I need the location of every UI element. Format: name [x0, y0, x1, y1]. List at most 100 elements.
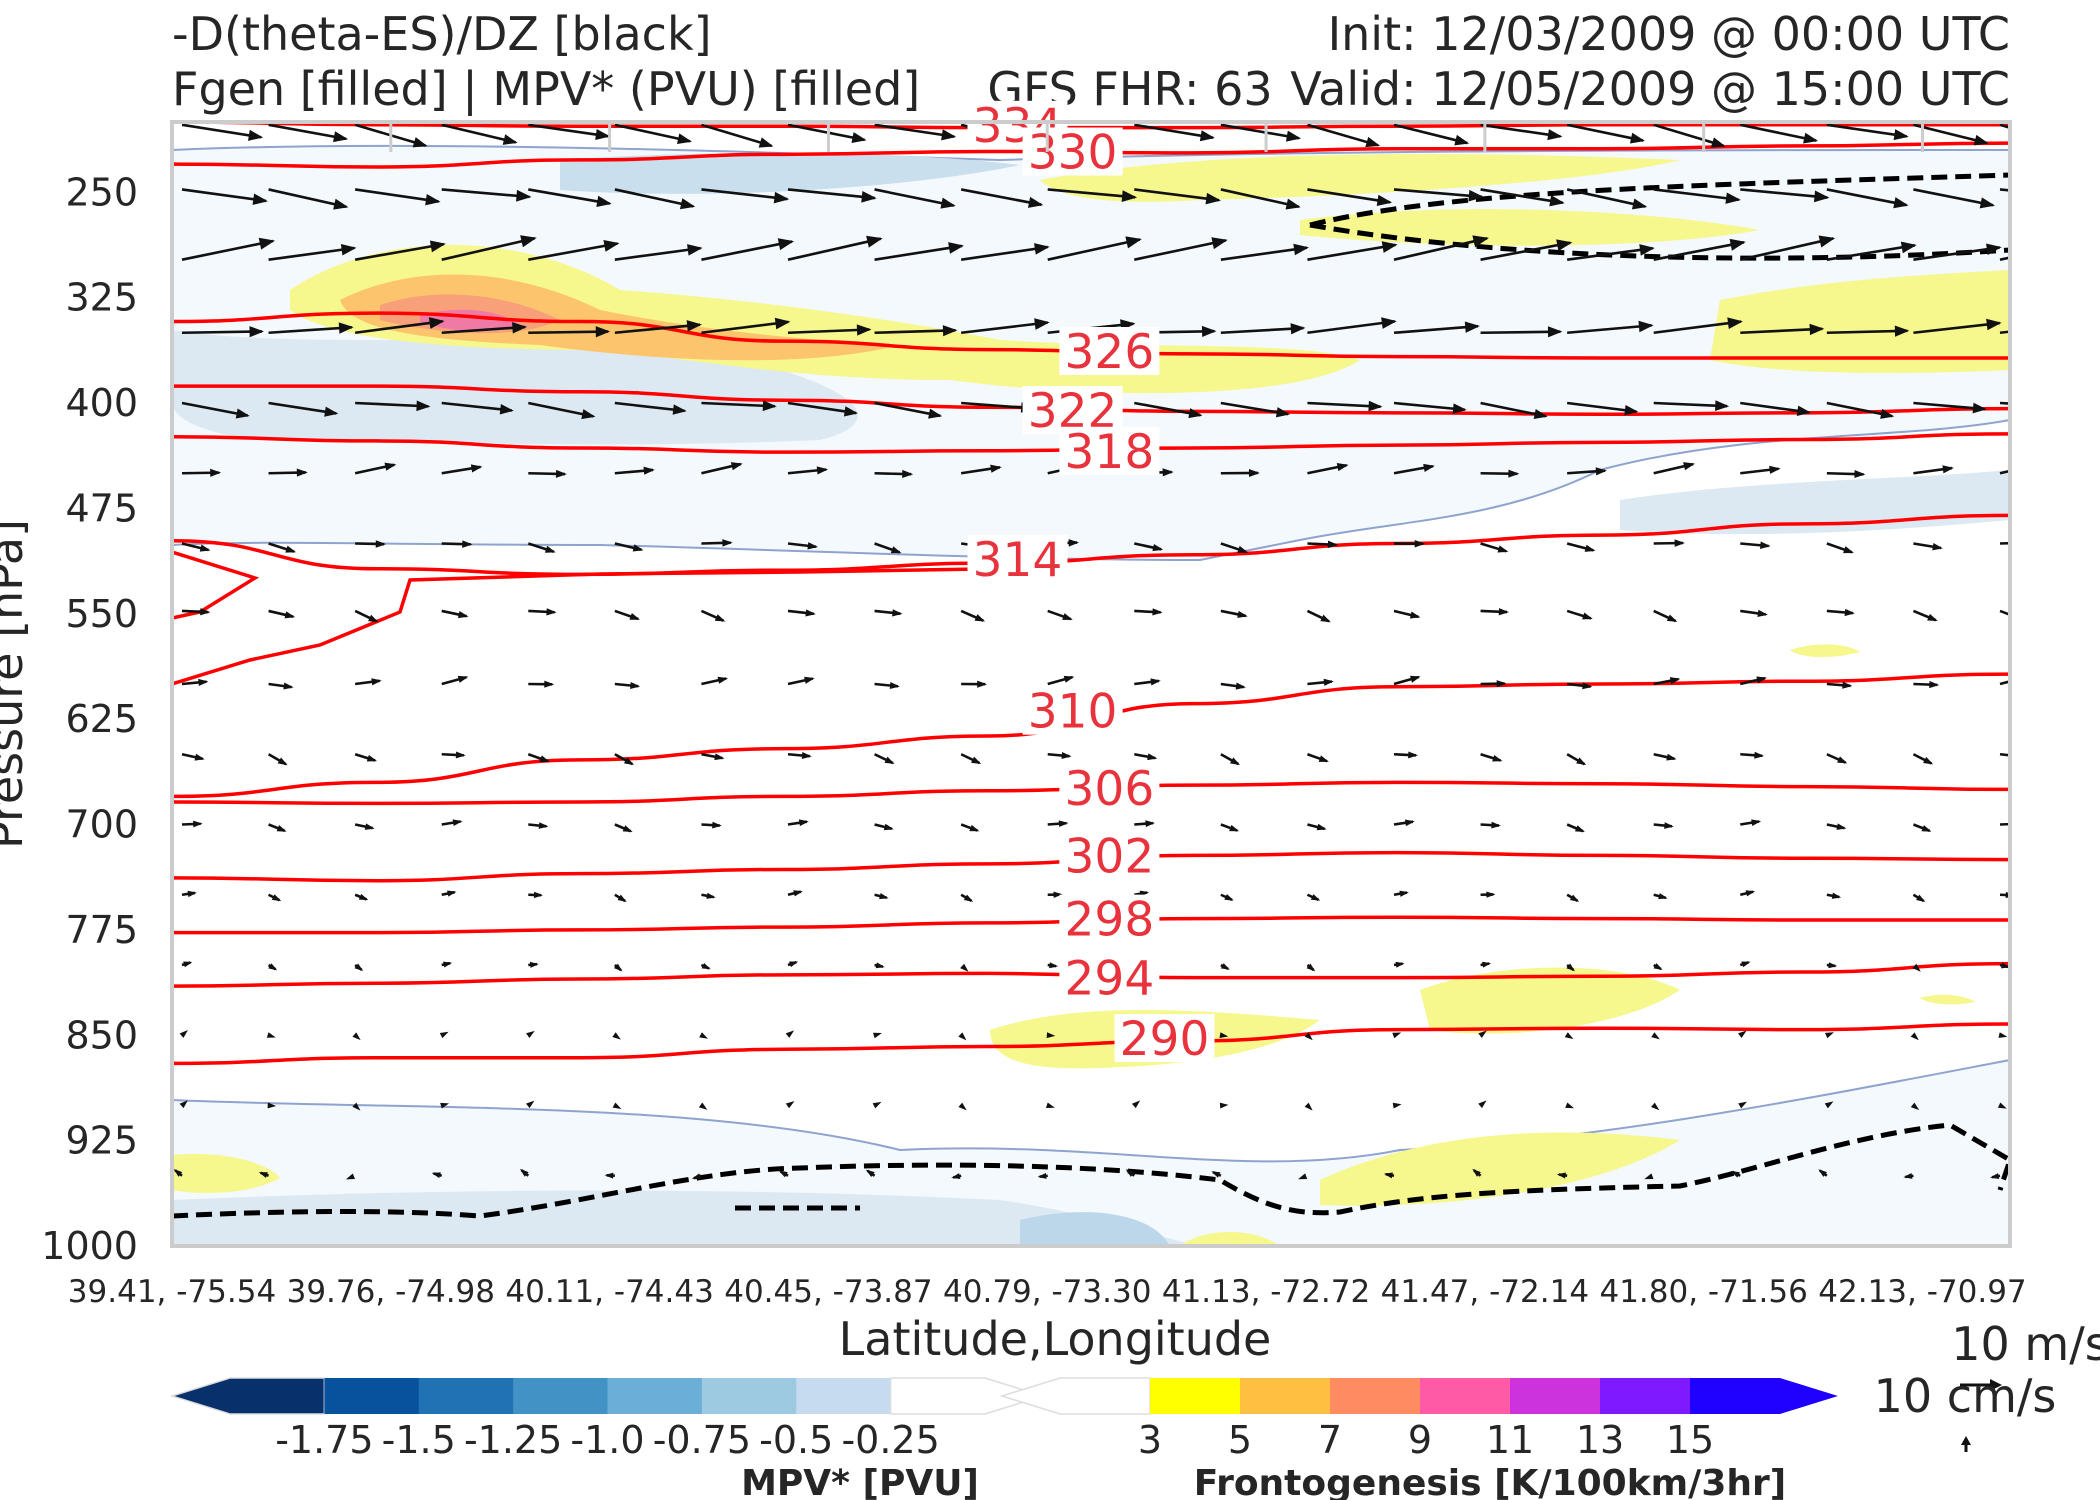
wind-arrow: [268, 682, 294, 690]
wind-arrow: [1653, 752, 1677, 761]
theta-label-bg: [1022, 386, 1123, 435]
y-tick-label: 550: [65, 592, 138, 636]
wind-arrow: [268, 123, 349, 143]
wind-arrow: [441, 819, 463, 827]
wind-arrow: [1739, 890, 1756, 897]
wind-arrow: [1912, 753, 1934, 765]
wind-arrow: [355, 540, 387, 548]
wind-arrow: [1220, 893, 1234, 901]
mpv-fill-top-dark: [560, 153, 1020, 194]
wind-arrow: [958, 1032, 967, 1041]
wind-arrow: [526, 1030, 535, 1039]
theta-es-dashed-contour-lower: [172, 1122, 2010, 1219]
wind-arrow: [1393, 235, 1489, 261]
fgen-colorbar-tick: 13: [1576, 1418, 1624, 1462]
wind-arrow: [1912, 963, 1921, 972]
wind-arrow: [787, 235, 883, 261]
y-tick-label: 1000: [41, 1224, 138, 1268]
wind-arrow: [1480, 401, 1548, 420]
wind-arrow: [701, 317, 791, 335]
wind-arrow: [1651, 1032, 1660, 1040]
wind-arrow: [354, 893, 369, 901]
wind-arrow: [181, 678, 209, 686]
wind-arrow: [874, 962, 885, 969]
wind-arrow: [268, 322, 354, 335]
theta-label-bg: [1059, 763, 1160, 812]
wind-arrow: [701, 188, 790, 204]
wind-arrow: [1393, 961, 1405, 968]
wind-arrow: [874, 242, 964, 261]
wind-arrow: [354, 823, 375, 830]
wind-arrow: [1134, 820, 1156, 828]
wind-arrow: [1818, 1169, 1828, 1177]
wind-arrow: [1134, 608, 1163, 616]
mpv-colorbar-swatch: [607, 1378, 703, 1414]
fgen-fill-orange: [340, 274, 900, 361]
mpv-colorbar-swatch: [513, 1378, 608, 1414]
wind-arrow: [354, 609, 379, 623]
wind-arrow: [604, 1172, 615, 1179]
wind-arrow: [1826, 470, 1866, 479]
fgen-colorbar-tick: 5: [1228, 1418, 1252, 1462]
wind-arrow: [778, 1170, 789, 1178]
wind-arrow: [1220, 542, 1249, 554]
wind-arrow: [1478, 1100, 1487, 1109]
wind-arrow: [691, 1173, 702, 1180]
wind-arrow: [1826, 681, 1853, 689]
mpv-colorbar-swatch: [324, 1378, 420, 1414]
wind-arrow: [181, 188, 268, 205]
wind-arrow: [1304, 1032, 1313, 1041]
mpv-colorbar-swatch: [701, 1378, 797, 1414]
x-axis-ticks: 39.41, -75.54 39.76, -74.98 40.11, -74.43 4…: [68, 1274, 2027, 1310]
wind-arrow: [1913, 188, 1995, 209]
wind-arrow: [1480, 542, 1509, 553]
title-right-line1: Init: 12/03/2009 @ 00:00 UTC: [1328, 7, 2010, 61]
wind-arrow: [1913, 681, 1940, 689]
wind-arrow: [1826, 325, 1910, 337]
wind-arrow: [874, 469, 914, 478]
wind-arrow: [1999, 256, 2010, 261]
wind-arrow: [958, 1102, 967, 1111]
wind-arrow: [1134, 401, 1203, 419]
wind-arrow: [441, 890, 457, 897]
wind-arrow: [874, 325, 958, 337]
x-tick-label: 39.76, -74.98: [287, 1274, 495, 1310]
wind-arrow: [1826, 401, 1895, 419]
wind-arrow: [1566, 753, 1587, 766]
wind-arrow: [1480, 821, 1501, 829]
wind-arrow: [1738, 1030, 1747, 1038]
wind-arrow: [1480, 239, 1573, 261]
theta-label-318: 318: [1065, 425, 1155, 480]
title-right-line2: Valid: 12/05/2009 @ 15:00 UTC: [1290, 62, 2010, 116]
fgen-colorbar-tick: 15: [1666, 1418, 1714, 1462]
wind-arrow: [1653, 238, 1746, 261]
theta-label-298: 298: [1065, 893, 1155, 948]
wind-arrow: [874, 823, 894, 831]
wind-arrow: [267, 1102, 277, 1109]
wind-arrow: [1826, 188, 1909, 209]
wind-arrow: [1037, 1172, 1048, 1179]
wind-arrow: [1393, 401, 1467, 414]
wind-arrow: [787, 188, 877, 203]
wind-arrow: [266, 1032, 276, 1038]
wind-arrow: [1480, 891, 1496, 898]
wind-arrow: [1910, 1032, 1919, 1041]
mpv-fill-lower-dark: [172, 1190, 1200, 1246]
wind-arrow: [1740, 401, 1811, 416]
wind-arrow: [1730, 1170, 1741, 1178]
wind-arrow: [1307, 540, 1339, 549]
fgen-colorbar: 3 5 7 9 11 13 15: [999, 1377, 1838, 1462]
wind-arrow: [1047, 609, 1073, 621]
wind-arrow: [960, 963, 969, 972]
fgen-colorbar-swatch: [1420, 1378, 1511, 1414]
wind-arrow: [1740, 323, 1825, 336]
mpv-colorbar-tick: -0.25: [841, 1418, 939, 1462]
fgen-fill-yellow-low2: [1420, 967, 1680, 1034]
wind-arrow: [1307, 123, 1381, 148]
wind-arrow: [1824, 1101, 1834, 1109]
wind-arrow: [701, 539, 733, 547]
theta-label-bg: [1059, 831, 1160, 880]
wind-arrow: [614, 609, 641, 621]
wind-arrow: [179, 1030, 188, 1038]
wind-arrow: [701, 462, 743, 475]
